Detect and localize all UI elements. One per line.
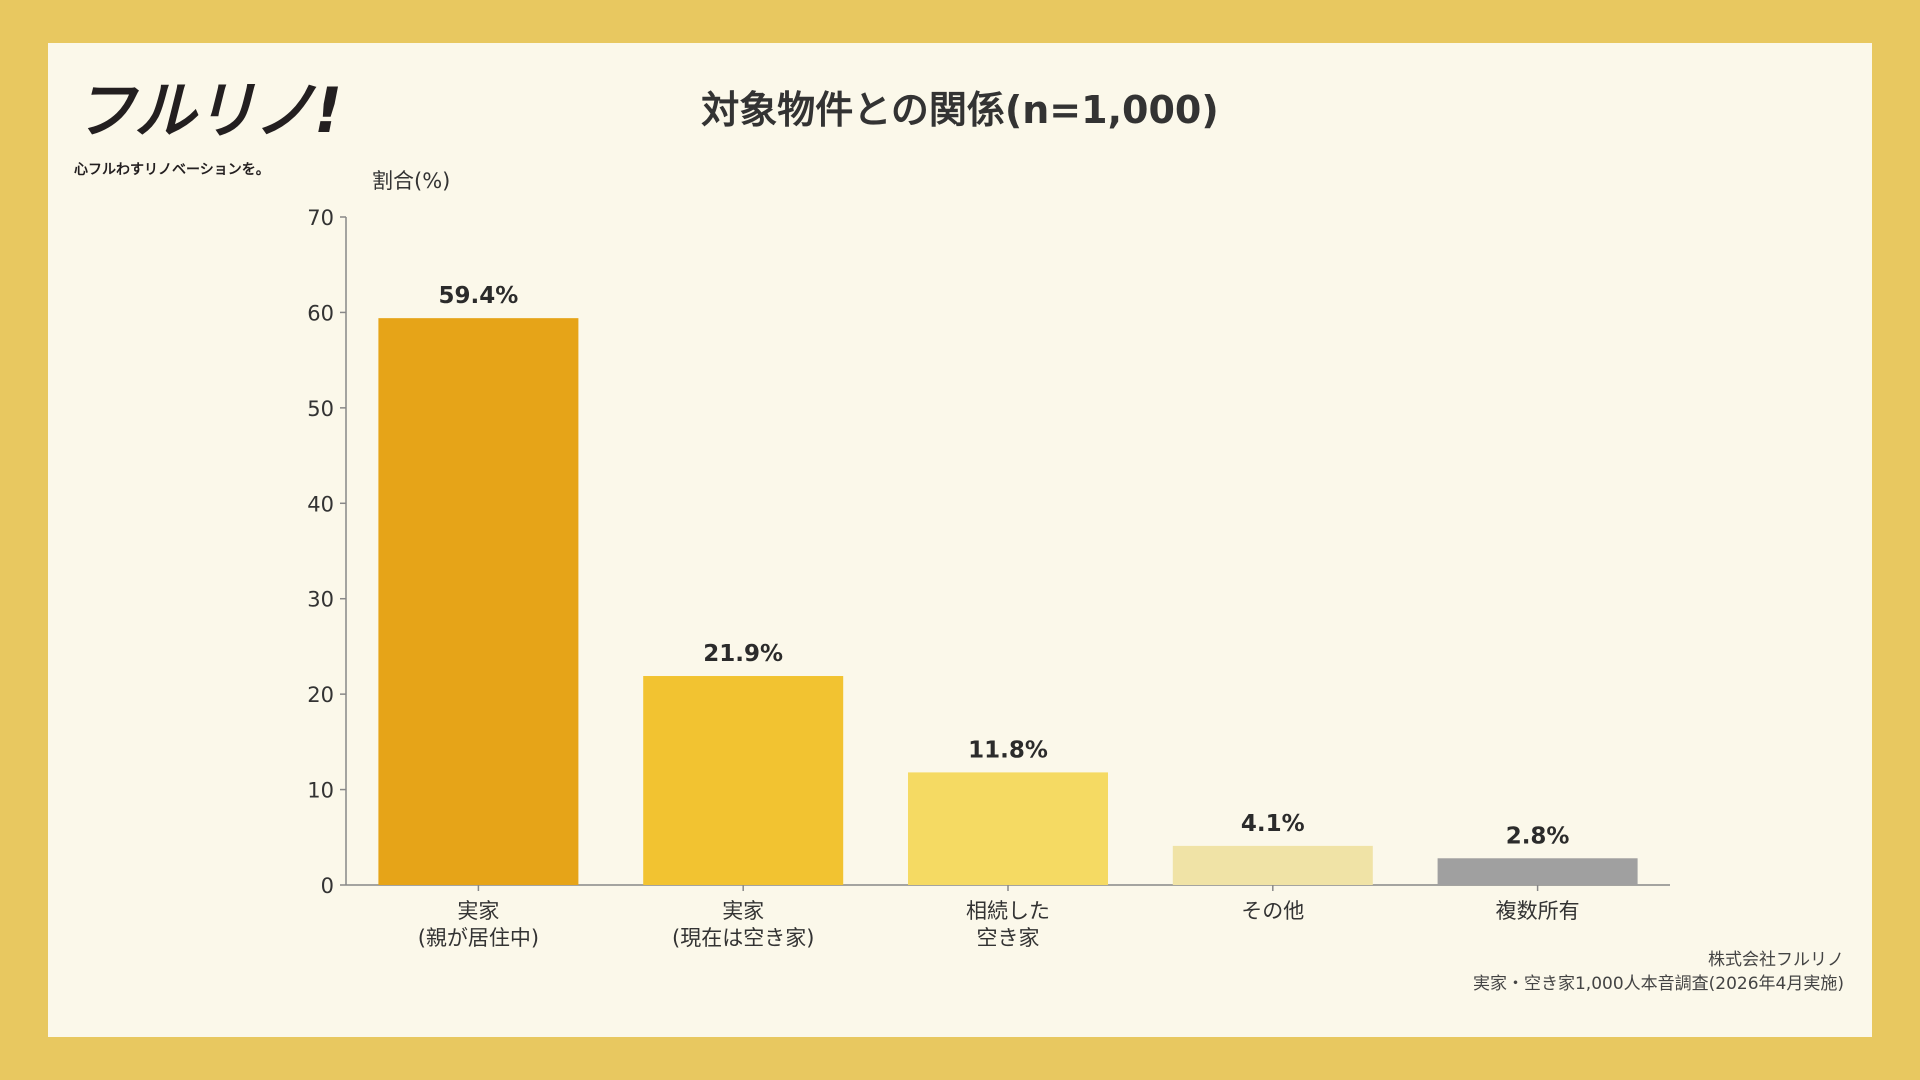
footer-source: 実家・空き家1,000人本音調査(2026年4月実施)	[1472, 974, 1844, 994]
x-tick-label: 実家 (現在は空き家)	[672, 899, 814, 950]
x-tick-label-line: その他	[1241, 899, 1304, 923]
bar-value-label: 4.1%	[1241, 811, 1305, 837]
chart-bars: 59.4% 21.9% 11.8% 4.1% 2.8%	[378, 283, 1638, 885]
bar-value-label: 59.4%	[439, 283, 519, 309]
y-tick-label: 20	[307, 683, 334, 707]
bar	[643, 676, 844, 885]
bar-value-label: 11.8%	[968, 737, 1048, 763]
chart-footer: 株式会社フルリノ 実家・空き家1,000人本音調査(2026年4月実施)	[1473, 948, 1844, 996]
x-tick-label-line: (親が居住中)	[418, 926, 539, 950]
y-tick-label: 10	[307, 779, 334, 803]
chart-title: 対象物件との関係(n=1,000)	[701, 88, 1218, 132]
y-tick-label: 50	[307, 397, 334, 421]
y-tick-label: 60	[307, 301, 334, 325]
footer-company: 株式会社フルリノ	[1708, 950, 1844, 970]
bar	[908, 772, 1108, 885]
bar	[1437, 858, 1638, 885]
bar	[1172, 845, 1373, 885]
y-axis-label: 割合(%)	[372, 169, 450, 193]
chart-panel: フルリノ! 心フルわすリノベーションを。 対象物件との関係(n=1,000) 割…	[48, 43, 1872, 1037]
brand-logo: フルリノ!	[74, 73, 344, 173]
x-tick-label-line: 空き家	[977, 926, 1040, 950]
y-tick-label: 70	[307, 206, 334, 230]
x-tick-label: その他	[1241, 899, 1304, 923]
y-tick-label: 30	[307, 588, 334, 612]
logo-tagline: 心フルわすリノベーションを。	[74, 162, 270, 178]
x-tick-label-line: 実家	[722, 899, 764, 923]
x-tick-label: 実家 (親が居住中)	[418, 899, 539, 950]
x-tick-label-line: 相続した	[966, 899, 1050, 923]
bar-value-label: 2.8%	[1506, 823, 1570, 849]
x-tick-label: 相続した空き家	[966, 899, 1050, 950]
bar	[378, 318, 579, 885]
x-tick-label: 複数所有	[1496, 899, 1580, 923]
y-tick-label: 0	[321, 874, 334, 898]
x-tick-label-line: (現在は空き家)	[672, 926, 814, 950]
logo-wordmark: フルリノ!	[74, 74, 342, 147]
y-tick-label: 40	[307, 492, 334, 516]
chart-axes: 0 10 20 30 40 50 60 70 実家 (親が居住中) 実家 (現在は空き家) 相続した空き…	[307, 206, 1670, 950]
x-tick-label-line: 複数所有	[1496, 899, 1580, 923]
bar-chart: 対象物件との関係(n=1,000) 割合(%) 0 10 20 30 40 50 60 70 実…	[307, 88, 1670, 950]
bar-value-label: 21.9%	[703, 641, 783, 667]
x-tick-label-line: 実家	[457, 899, 499, 923]
